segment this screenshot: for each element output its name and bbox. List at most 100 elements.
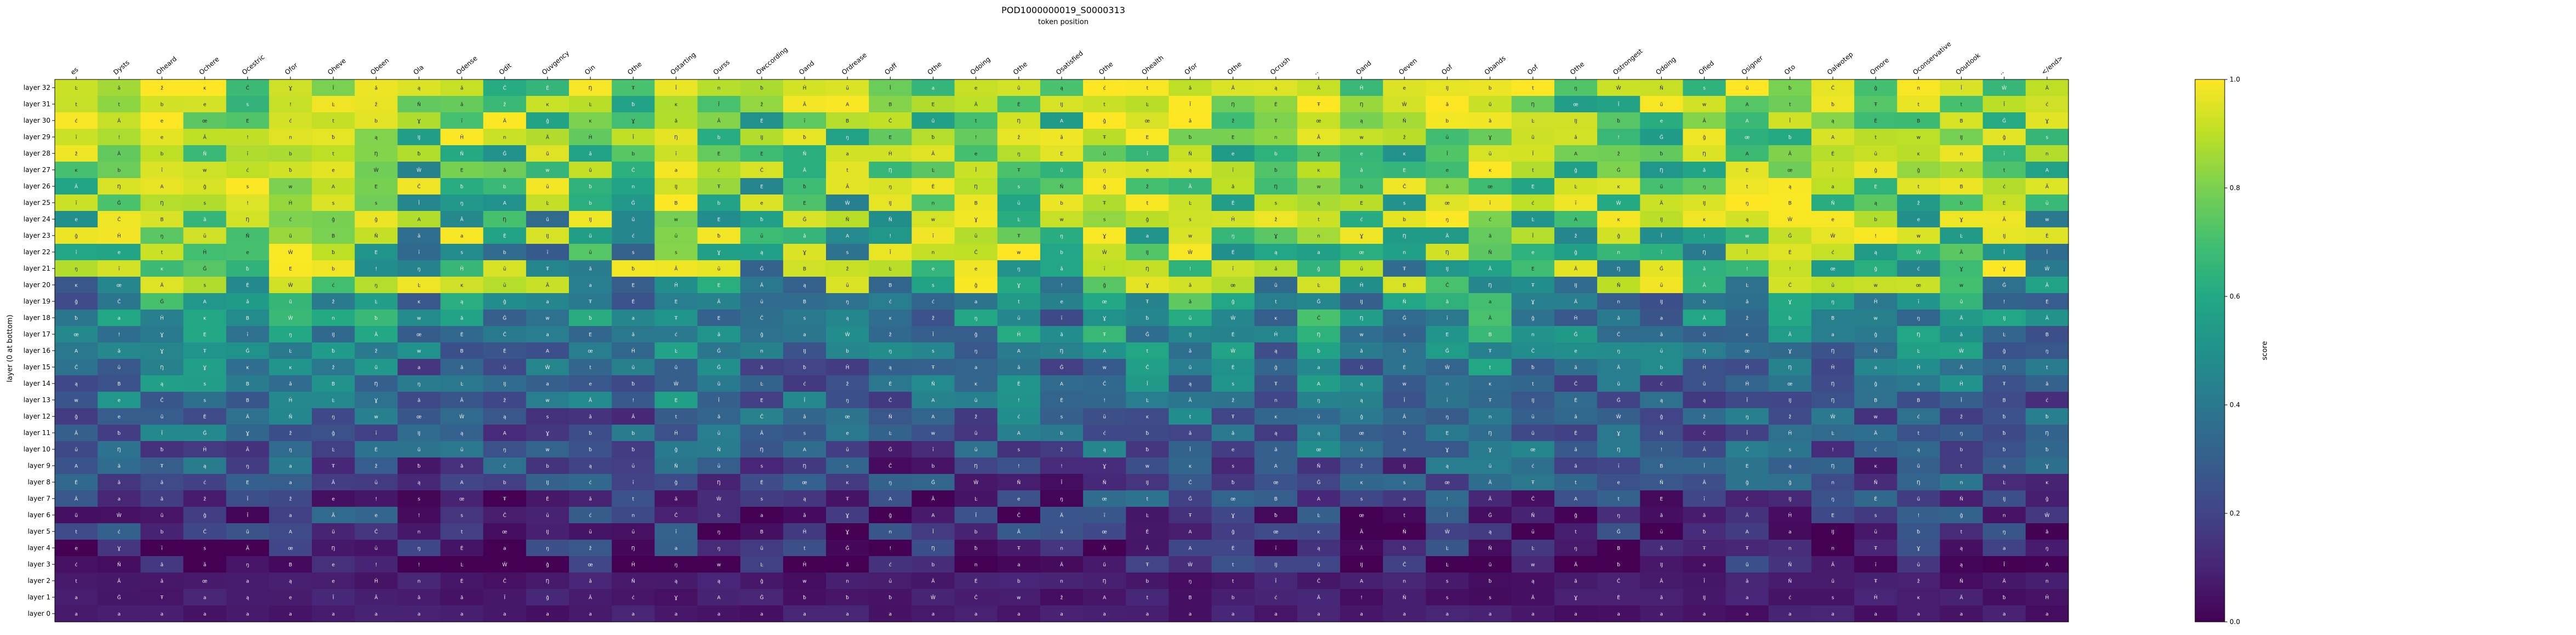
heatmap-cell <box>183 211 227 228</box>
heatmap-cell-label: ũ <box>1317 563 1320 568</box>
heatmap-cell <box>1768 96 1812 113</box>
heatmap-cell-label: a <box>1831 333 1834 338</box>
heatmap-cell <box>954 96 998 113</box>
heatmap-cell-label: s <box>760 497 763 502</box>
heatmap-cell <box>483 260 527 277</box>
heatmap-cell-label: E <box>888 135 892 141</box>
heatmap-cell <box>526 194 569 211</box>
heatmap-cell-label: E <box>1060 152 1063 157</box>
heatmap-cell-label: ŋ <box>675 563 678 568</box>
heatmap-cell-label: Ŵ <box>459 414 464 420</box>
heatmap-cell <box>1811 79 1855 96</box>
heatmap-cell <box>397 79 441 96</box>
heatmap-cell-label: Ė <box>1017 381 1021 387</box>
heatmap-cell-label: Ĝ <box>1317 479 1321 486</box>
heatmap-cell <box>55 129 98 146</box>
heatmap-cell-label: ū <box>760 234 763 239</box>
heatmap-cell-label: a <box>1403 612 1406 617</box>
y-tick-label: layer 3 <box>27 560 50 568</box>
heatmap-cell-label: Ĉ <box>246 85 249 91</box>
heatmap-cell-label: Ä <box>1489 266 1492 272</box>
heatmap-cell-label: Ň <box>888 217 892 223</box>
heatmap-cell-label: t <box>1918 102 1920 108</box>
heatmap-cell-label: Ŵ <box>288 315 293 322</box>
heatmap-cell-label: Ĉ <box>631 167 635 174</box>
heatmap-cell-label: Ŧ <box>1017 168 1021 174</box>
heatmap-cell-label: E <box>1446 431 1449 437</box>
heatmap-cell <box>355 129 398 146</box>
heatmap-cell-label: ī <box>2003 152 2005 157</box>
heatmap-cell-label: ƀ <box>932 135 935 141</box>
heatmap-cell-label: ū <box>75 448 78 453</box>
heatmap-cell-label: Ŵ <box>1831 414 1836 420</box>
heatmap-cell <box>1383 162 1427 179</box>
heatmap-cell-label: ŋ <box>1189 579 1192 585</box>
heatmap-cell <box>1383 112 1427 129</box>
heatmap-cell-label: ĝ <box>1874 86 1877 91</box>
heatmap-cell <box>783 244 827 261</box>
heatmap-cell <box>1982 112 2026 129</box>
heatmap-cell <box>1511 227 1555 244</box>
heatmap-cell-label: Ī <box>2003 250 2005 256</box>
heatmap-cell <box>440 129 484 146</box>
heatmap-cell-label: Ĳ <box>589 218 591 223</box>
x-tick-label: Othe <box>1012 60 1029 76</box>
heatmap-cell-label: Ī <box>2003 102 2005 108</box>
heatmap-cell-label: b <box>1360 185 1363 190</box>
heatmap-cell-label: n <box>932 201 935 207</box>
heatmap-cell <box>1468 145 1512 162</box>
heatmap-cell-label: Ī <box>2003 562 2005 568</box>
heatmap-cell-label: ą <box>1189 168 1192 174</box>
heatmap-cell-label: n <box>1489 415 1492 420</box>
heatmap-cell-label: t <box>1232 563 1234 568</box>
heatmap-cell <box>1040 79 1084 96</box>
heatmap-cell-label: s <box>375 201 378 207</box>
heatmap-cell-label: ũ <box>1103 152 1106 157</box>
heatmap-cell-label: Ä <box>1660 201 1663 207</box>
heatmap-cell-label: n <box>2003 513 2006 519</box>
heatmap-cell-label: ć <box>1832 250 1834 256</box>
heatmap-cell-label: Ŋ <box>1145 267 1149 272</box>
heatmap-cell-label: ą <box>1446 464 1449 470</box>
heatmap-cell <box>954 129 998 146</box>
heatmap-cell-label: ŋ <box>2003 530 2006 535</box>
heatmap-cell-label: ą <box>460 300 464 305</box>
heatmap-cell-label: e <box>117 250 121 256</box>
heatmap-cell-label: ą <box>1060 86 1063 91</box>
heatmap-cell <box>269 79 312 96</box>
heatmap-cell-label: ƀ <box>888 596 892 601</box>
heatmap-cell <box>1340 145 1383 162</box>
heatmap-cell-label: E <box>1531 185 1535 190</box>
heatmap-cell <box>1597 129 1640 146</box>
heatmap-cell <box>1640 96 1684 113</box>
heatmap-cell-label: ĸ <box>546 102 549 108</box>
heatmap-cell <box>1126 260 1170 277</box>
heatmap-cell <box>783 112 827 129</box>
heatmap-cell-label: e <box>332 168 335 174</box>
heatmap-cell-label: Ĳ <box>1146 480 1149 486</box>
heatmap-cell <box>1725 145 1769 162</box>
heatmap-cell-label: ć <box>332 283 335 289</box>
heatmap-cell-label: Ɣ <box>1145 283 1149 289</box>
heatmap-cell-label: ū <box>846 86 849 91</box>
heatmap-cell-label: Ĝ <box>802 216 806 223</box>
y-tick-label: layer 11 <box>24 429 50 437</box>
heatmap-cell-label: a <box>1831 185 1834 190</box>
heatmap-cell <box>226 244 270 261</box>
heatmap-cell-label: Ĉ <box>674 512 677 519</box>
heatmap-cell-label: Ī <box>333 595 334 601</box>
heatmap-cell-label: ǎ <box>289 382 292 387</box>
heatmap-cell-label: ĝ <box>203 513 207 519</box>
heatmap-cell <box>1468 194 1512 211</box>
heatmap-cell <box>1126 96 1170 113</box>
heatmap-cell-label: œ <box>1359 431 1364 437</box>
heatmap-cell-label: Ň <box>246 233 249 239</box>
heatmap-cell-label: ĝ <box>675 448 678 453</box>
heatmap-cell-label: ǎ <box>1574 135 1577 141</box>
heatmap-cell-label: t <box>632 497 635 502</box>
heatmap-cell-label: ĸ <box>289 365 292 371</box>
heatmap-cell-label: Ä <box>2045 85 2049 91</box>
heatmap-cell-label: Ň <box>117 562 121 568</box>
heatmap-cell-label: œ <box>417 333 421 338</box>
heatmap-cell-label: ă <box>203 218 207 223</box>
